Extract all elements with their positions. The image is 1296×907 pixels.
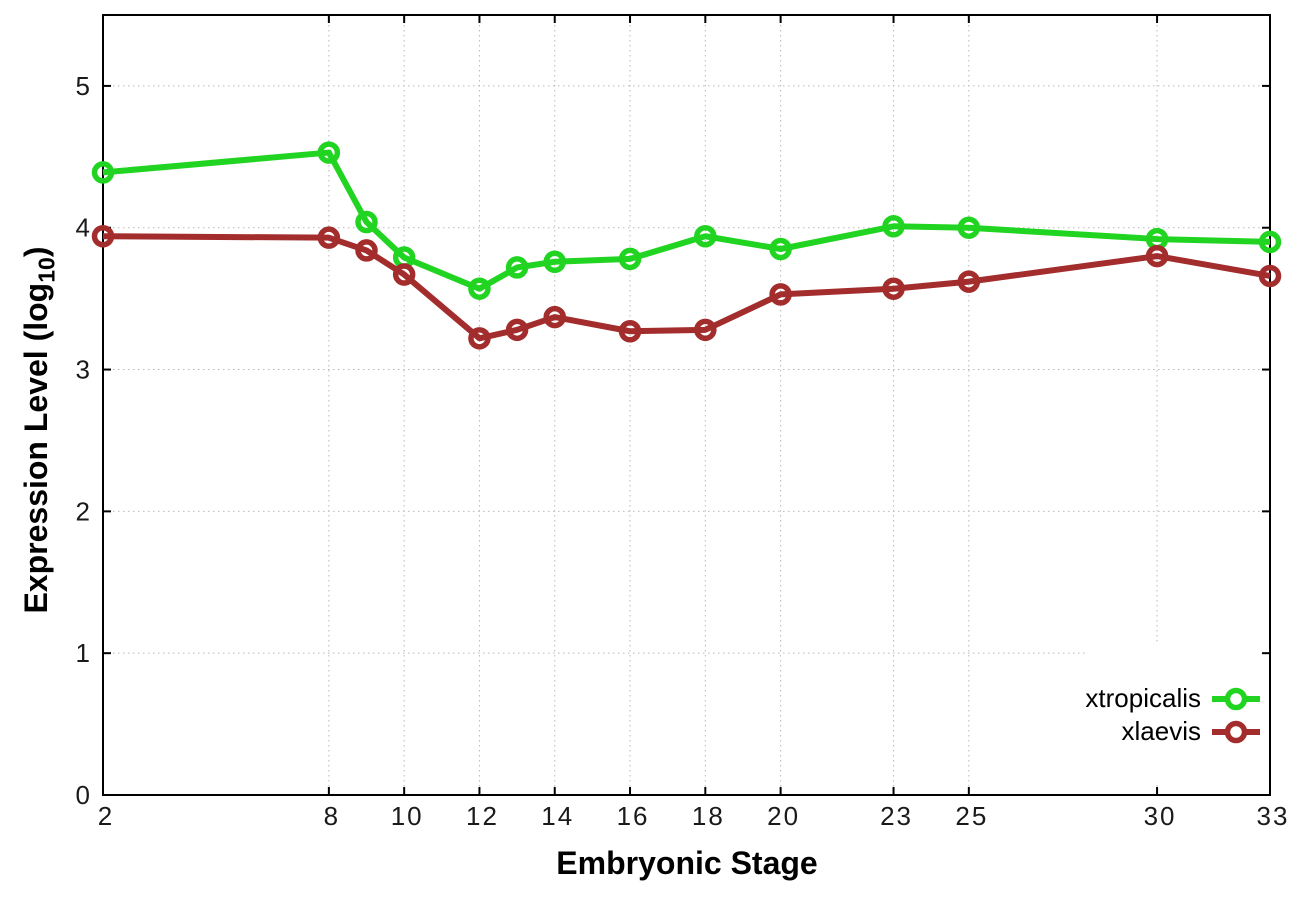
open-circle-line-icon <box>1210 719 1262 745</box>
svg-text:5: 5 <box>76 71 92 101</box>
x-axis-title: Embryonic Stage <box>556 845 818 881</box>
svg-text:0: 0 <box>76 780 92 810</box>
legend-opaque-box <box>1086 644 1268 784</box>
x-tick-labels: 2 8 10 12 14 16 18 20 23 25 30 33 <box>98 801 1290 831</box>
svg-text:20: 20 <box>767 801 800 831</box>
open-circle-line-icon <box>1210 686 1262 712</box>
svg-text:18: 18 <box>692 801 725 831</box>
svg-text:1: 1 <box>76 638 92 668</box>
svg-text:3: 3 <box>76 355 92 385</box>
legend: xtropicalis xlaevis <box>1085 682 1262 748</box>
svg-text:4: 4 <box>76 213 92 243</box>
svg-text:30: 30 <box>1144 801 1177 831</box>
svg-text:12: 12 <box>466 801 499 831</box>
legend-item-xtropicalis: xtropicalis <box>1085 682 1262 715</box>
y-axis-title-suffix: ) <box>18 246 54 258</box>
svg-text:2: 2 <box>76 496 92 526</box>
plot-border <box>102 14 1271 796</box>
legend-label-xlaevis: xlaevis <box>1121 716 1201 746</box>
svg-text:23: 23 <box>880 801 913 831</box>
y-axis-title-text: Expression Level (log <box>18 282 54 614</box>
legend-label-xtropicalis: xtropicalis <box>1085 683 1201 713</box>
svg-text:25: 25 <box>955 801 988 831</box>
svg-text:10: 10 <box>391 801 424 831</box>
svg-text:8: 8 <box>324 801 340 831</box>
svg-text:16: 16 <box>617 801 650 831</box>
y-tick-labels: 0 1 2 3 4 5 <box>76 71 92 810</box>
y-axis-title: Expression Level (log10) <box>18 130 60 730</box>
svg-text:33: 33 <box>1257 801 1290 831</box>
series-xlaevis <box>91 224 1282 350</box>
svg-text:2: 2 <box>98 801 114 831</box>
legend-item-xlaevis: xlaevis <box>1085 715 1262 748</box>
svg-text:14: 14 <box>541 801 574 831</box>
series-xtropicalis <box>91 141 1282 300</box>
y-axis-title-subscript: 10 <box>33 257 60 283</box>
